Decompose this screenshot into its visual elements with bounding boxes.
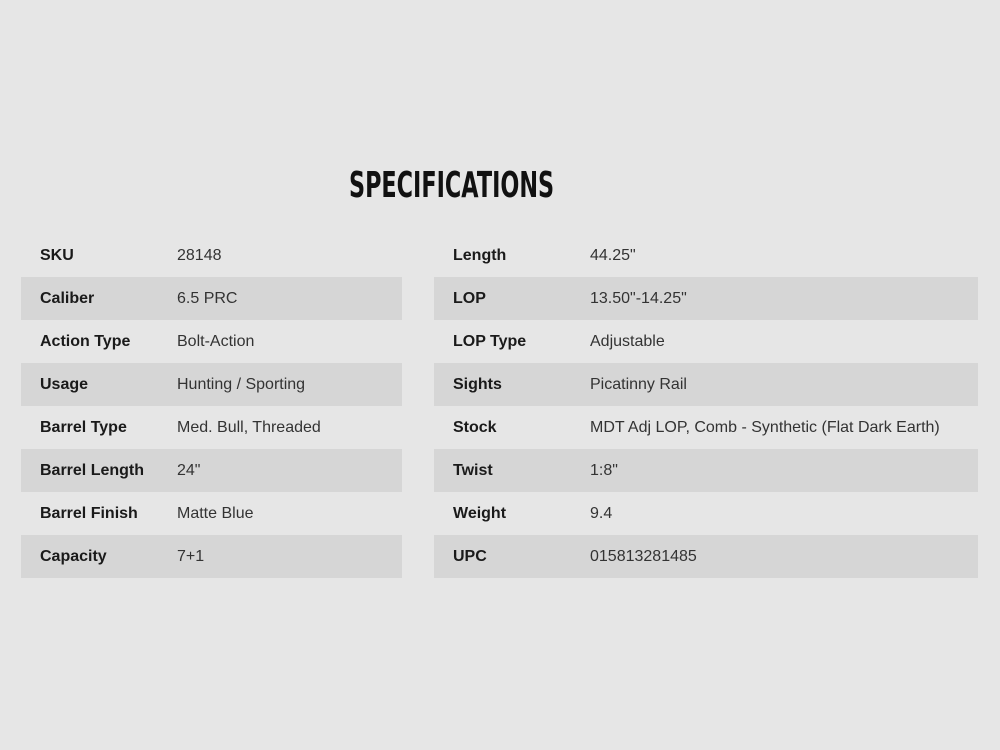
spec-value: Med. Bull, Threaded [177,419,321,436]
spec-row: Barrel Finish Matte Blue [21,492,402,535]
spec-value: 28148 [177,247,222,264]
spec-value: Hunting / Sporting [177,376,306,393]
spec-row: Stock MDT Adj LOP, Comb - Synthetic (Flat… [434,406,978,449]
spec-row: LOP 13.50"-14.25" [434,277,978,320]
spec-label: Action Type [40,333,131,350]
spec-label: Weight [453,505,507,522]
spec-value: MDT Adj LOP, Comb - Synthetic (Flat Dark… [590,419,940,436]
spec-value: 7+1 [177,548,205,565]
spec-label: UPC [453,548,487,565]
page-title: SPECIFICATIONS [349,165,555,206]
spec-row: Usage Hunting / Sporting [21,363,402,406]
spec-row: Sights Picatinny Rail [434,363,978,406]
spec-label: Barrel Finish [40,505,138,522]
spec-value: 44.25" [590,247,636,264]
spec-value: 24" [177,462,201,479]
spec-row: Twist 1:8" [434,449,978,492]
spec-row: SKU 28148 [21,234,402,277]
spec-label: Caliber [40,290,95,307]
spec-value: 015813281485 [590,548,697,565]
spec-label: Length [453,247,507,264]
spec-label: Usage [40,376,89,393]
spec-value: Picatinny Rail [590,376,687,393]
spec-value: 9.4 [590,505,613,522]
spec-label: LOP Type [453,333,527,350]
specs-table-right: Length 44.25" LOP 13.50"-14.25" LOP Type Adju… [434,234,978,578]
spec-value: 13.50"-14.25" [590,290,687,307]
specs-table-left: SKU 28148 Caliber 6.5 PRC Action Type Bolt-Ac… [21,234,402,578]
spec-label: SKU [40,247,74,264]
spec-row: LOP Type Adjustable [434,320,978,363]
spec-label: Capacity [40,548,107,565]
spec-value: Matte Blue [177,505,254,522]
spec-value: Bolt-Action [177,333,255,350]
spec-value: 6.5 PRC [177,290,238,307]
spec-label: Barrel Length [40,462,145,479]
spec-row: Weight 9.4 [434,492,978,535]
spec-row: Barrel Length 24" [21,449,402,492]
spec-row: UPC 015813281485 [434,535,978,578]
spec-label: Twist [453,462,493,479]
spec-row: Length 44.25" [434,234,978,277]
spec-row: Action Type Bolt-Action [21,320,402,363]
spec-value: Adjustable [590,333,665,350]
spec-row: Capacity 7+1 [21,535,402,578]
spec-label: Stock [453,419,497,436]
spec-value: 1:8" [590,462,618,479]
spec-row: Barrel Type Med. Bull, Threaded [21,406,402,449]
spec-label: LOP [453,290,486,307]
spec-row: Caliber 6.5 PRC [21,277,402,320]
spec-label: Barrel Type [40,419,127,436]
spec-label: Sights [453,376,502,393]
